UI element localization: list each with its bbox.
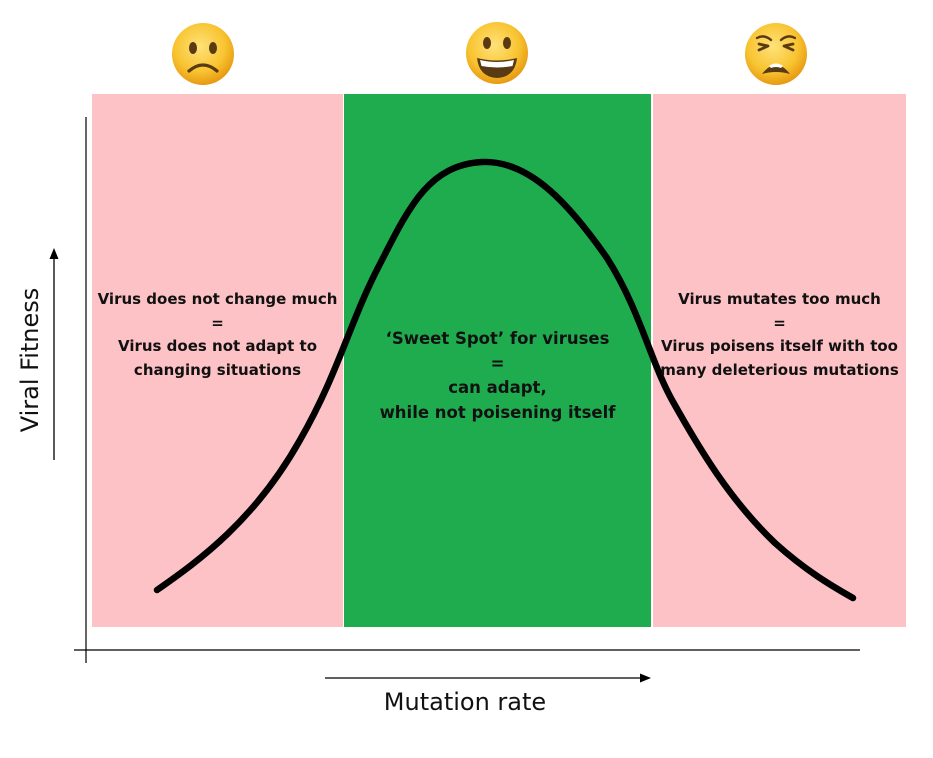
sweet-caption-line-1: ‘Sweet Spot’ for viruses [385,329,610,348]
high-caption-line-4: many deleterious mutations [660,360,899,379]
sweet-spot-zone [344,94,651,627]
x-axis-arrow [325,673,651,683]
sweet-caption-line-4: while not poisening itself [379,402,616,422]
high-caption-line-2: = [773,313,786,332]
high-mutation-zone [653,94,906,627]
sweet-caption-line-2: = [490,353,505,373]
frowning-face-icon [172,23,234,85]
sweet-spot-caption: ‘Sweet Spot’ for viruses = can adapt, wh… [344,327,651,425]
fitness-curve [153,158,857,602]
low-caption-line-1: Virus does not change much [97,290,338,308]
low-caption-line-2: = [211,313,224,332]
sweet-caption-line-3: can adapt, [448,378,547,397]
high-caption-line-1: Virus mutates too much [678,290,881,308]
grinning-face-icon [466,22,528,84]
y-axis-label: Viral Fitness [16,287,44,433]
x-axis-label: Mutation rate [383,688,547,716]
low-caption-line-4: changing situations [133,360,302,379]
y-axis-arrow [49,248,59,460]
low-mutation-caption: Virus does not change much = Virus does … [92,288,343,382]
weary-face-icon [745,23,807,85]
low-mutation-zone [92,94,343,627]
low-caption-line-3: Virus does not adapt to [117,337,318,355]
high-caption-line-3: Virus poisens itself with too [661,337,898,355]
high-mutation-caption: Virus mutates too much = Virus poisens i… [653,288,906,382]
